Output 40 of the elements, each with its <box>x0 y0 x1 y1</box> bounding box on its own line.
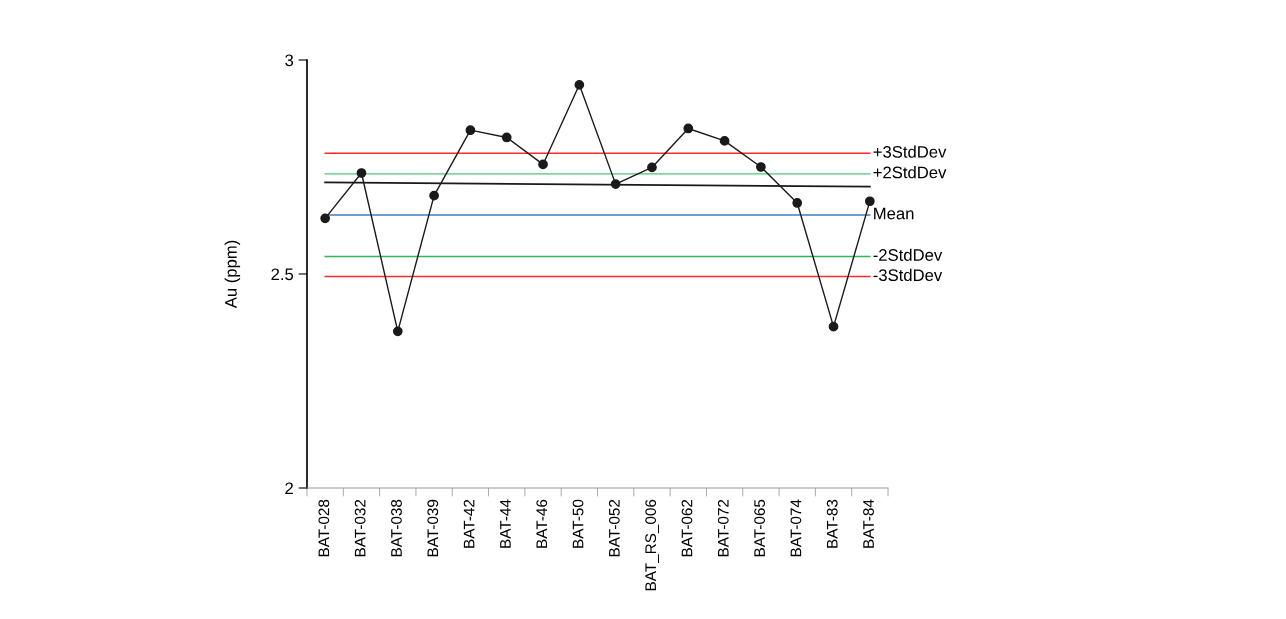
point <box>392 326 403 337</box>
x-tick-label: BAT-074 <box>790 499 802 557</box>
point <box>429 190 439 201</box>
x-tick-label: BAT-052 <box>608 499 620 557</box>
y-tick-label: 2.5 <box>271 268 294 281</box>
point <box>501 132 512 143</box>
ref-line-label: +2StdDev <box>873 166 947 179</box>
ref-line-label: -2StdDev <box>873 248 943 261</box>
point <box>647 162 657 173</box>
point <box>320 213 331 224</box>
x-tick-label: BAT-065 <box>754 499 766 557</box>
point <box>538 159 548 170</box>
x-tick-label: BAT-038 <box>391 499 402 557</box>
point <box>756 162 766 172</box>
x-tick-label: BAT-072 <box>717 499 729 557</box>
ref-line-label: -3StdDev <box>873 268 943 282</box>
x-tick-label: BAT-84 <box>863 499 874 548</box>
x-tick-label: BAT-44 <box>500 499 511 548</box>
x-tick-label: BAT-028 <box>318 499 330 557</box>
x-tick-label: BAT-42 <box>463 499 475 548</box>
y-tick-label: 3 <box>285 54 294 67</box>
x-tick-label: BAT-039 <box>427 499 439 557</box>
x-tick-label: BAT-50 <box>572 499 584 548</box>
point <box>828 321 839 332</box>
point <box>356 168 367 178</box>
x-tick-label: BAT-83 <box>826 499 838 548</box>
ref-line-label: Mean <box>874 207 914 220</box>
x-tick-label: BAT-032 <box>354 499 366 557</box>
ref-line-label: +3StdDev <box>873 145 947 158</box>
x-tick-label: BAT-46 <box>536 499 548 548</box>
x-tick-label: BAT_RS_006 <box>645 499 659 591</box>
y-axis-title: Au (ppm) <box>224 240 241 309</box>
point <box>792 198 803 208</box>
point <box>719 136 730 146</box>
point <box>574 79 585 90</box>
point <box>864 196 875 207</box>
point <box>465 125 476 136</box>
point <box>683 123 694 134</box>
x-tick-label: BAT-062 <box>681 499 693 557</box>
y-tick-label: 2 <box>285 482 293 495</box>
